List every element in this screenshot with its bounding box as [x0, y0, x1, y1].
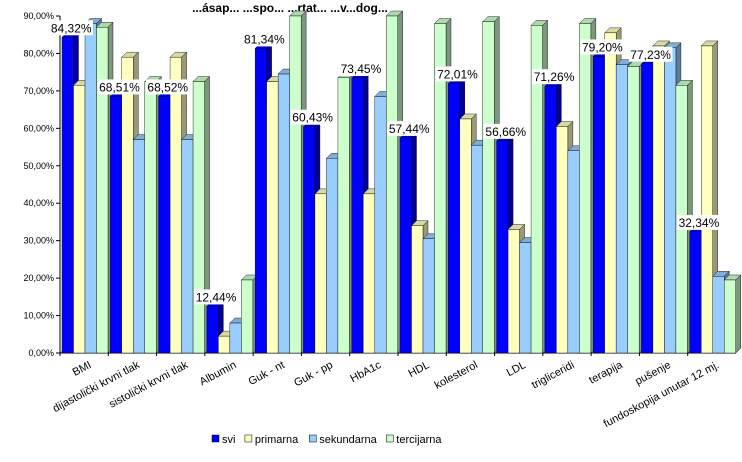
y-tick-label: 20,00% — [23, 273, 54, 283]
svg-text:32,34%: 32,34% — [679, 216, 720, 230]
svg-text:tercijarna: tercijarna — [396, 434, 442, 446]
y-tick-label: 70,00% — [23, 86, 54, 96]
svg-text:sekundarna: sekundarna — [319, 434, 377, 446]
bar-tercijarna — [723, 274, 742, 354]
category-label: Albumin — [198, 359, 239, 388]
category-label: pušenje — [633, 359, 673, 388]
svg-text:12,44%: 12,44% — [196, 290, 237, 304]
y-tick-label: 10,00% — [23, 311, 54, 321]
svg-text:68,51%: 68,51% — [99, 80, 140, 94]
svg-text:primarna: primarna — [255, 434, 299, 446]
y-tick-label: 50,00% — [23, 161, 54, 171]
svg-text:68,52%: 68,52% — [147, 80, 188, 94]
category-label: HDL — [406, 359, 431, 380]
data-label: 79,20% — [580, 39, 625, 55]
legend-item: primarna — [244, 434, 299, 446]
svg-text:57,44%: 57,44% — [389, 122, 430, 136]
svg-text:81,34%: 81,34% — [244, 32, 285, 46]
category-label: BMI — [71, 359, 94, 379]
category-label: HbA1c — [348, 359, 383, 385]
category-label: kolesterol — [433, 359, 480, 392]
legend-item: tercijarna — [386, 434, 442, 446]
chart-title: ...ásap... ...spo... ...rtat... ...v...d… — [192, 1, 388, 15]
svg-text:79,20%: 79,20% — [582, 40, 623, 54]
legend-item: svi — [211, 434, 235, 446]
y-tick-label: 30,00% — [23, 236, 54, 246]
data-label: 73,45% — [339, 60, 383, 76]
bars — [61, 10, 742, 354]
svg-text:73,45%: 73,45% — [341, 62, 382, 76]
y-tick-label: 40,00% — [23, 198, 54, 208]
category-label: Guk - pp — [292, 359, 335, 389]
svg-text:71,26%: 71,26% — [534, 70, 575, 84]
category-label: sistolički krvni tlak — [107, 359, 190, 411]
data-label: 81,34% — [242, 31, 287, 47]
legend-item: sekundarna — [309, 434, 378, 446]
data-label: 57,44% — [387, 120, 431, 136]
data-label: 71,26% — [532, 69, 576, 85]
svg-text:60,43%: 60,43% — [292, 111, 333, 125]
category-label: dijastolički krvni tlak — [51, 359, 142, 415]
svg-text:56,66%: 56,66% — [485, 125, 526, 139]
y-tick-label: 80,00% — [23, 48, 54, 58]
category-label: trigliceridi — [530, 359, 577, 391]
y-tick-label: 90,00% — [23, 11, 54, 21]
data-label: 68,52% — [145, 79, 190, 95]
data-label: 68,51% — [97, 79, 142, 95]
data-labels: 84,32% 68,51% 68,52% 12,44% 81,34% 60,43% 73,4… — [49, 20, 721, 305]
data-label: 12,44% — [194, 289, 238, 305]
data-label: 60,43% — [290, 109, 335, 125]
data-label: 32,34% — [677, 214, 721, 230]
data-label: 72,01% — [435, 66, 480, 82]
svg-text:77,23%: 77,23% — [630, 48, 671, 62]
y-tick-label: 60,00% — [23, 123, 54, 133]
data-label: 77,23% — [628, 46, 673, 62]
category-label: Guk - nt — [247, 359, 287, 388]
category-label: LDL — [505, 359, 528, 379]
svg-text:72,01%: 72,01% — [437, 67, 478, 81]
data-label: 84,32% — [49, 20, 93, 36]
svg-text:svi: svi — [222, 434, 235, 446]
category-label: terapija — [587, 359, 625, 387]
svg-text:84,32%: 84,32% — [51, 21, 92, 35]
data-label: 56,66% — [483, 123, 528, 139]
y-tick-label: 0,00% — [28, 348, 54, 358]
legend: svi primarna sekundarna tercijarna — [211, 434, 442, 446]
